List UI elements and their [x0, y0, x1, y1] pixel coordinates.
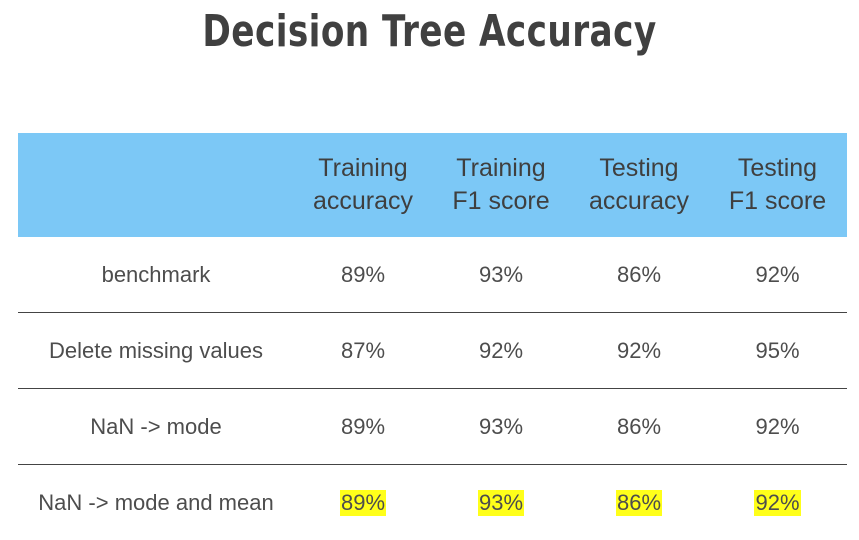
table-row: Delete missing values 87% 92% 92% 95%: [18, 313, 847, 389]
table-cell: 93%: [432, 237, 570, 312]
table-cell: 92%: [570, 313, 708, 388]
header-cell-testing-f1: Testing F1 score: [728, 154, 827, 215]
header-cell-training-f1: Training F1 score: [452, 154, 550, 215]
cell-value: 89%: [339, 489, 387, 516]
table-cell: 95%: [708, 313, 847, 388]
table-cell: 92%: [432, 313, 570, 388]
row-label: NaN -> mode and mean: [38, 489, 274, 515]
page-title: Decision Tree Accuracy: [202, 6, 657, 57]
row-label: NaN -> mode: [90, 413, 222, 439]
header-cell-testing-accuracy: Testing accuracy: [588, 154, 690, 215]
table-cell: 89%: [294, 237, 432, 312]
table-row: NaN -> mode 89% 93% 86% 92%: [18, 389, 847, 465]
table-cell: 86%: [570, 465, 708, 540]
table-cell: 87%: [294, 313, 432, 388]
cell-value: 92%: [754, 489, 801, 516]
header-cell-training-accuracy: Training accuracy: [312, 154, 414, 215]
cell-value: 95%: [755, 337, 800, 363]
results-table: Training accuracy Training F1 score Test…: [18, 133, 847, 540]
cell-value: 92%: [755, 413, 800, 439]
table-cell: 86%: [570, 389, 708, 464]
table-cell: 92%: [708, 465, 847, 540]
table-header: Training accuracy Training F1 score Test…: [18, 133, 847, 237]
table-cell: 93%: [432, 465, 570, 540]
table-cell: 89%: [294, 389, 432, 464]
row-label: benchmark: [101, 261, 211, 287]
table-body: benchmark 89% 93% 86% 92% Delete missing valu…: [18, 237, 847, 540]
table-cell: 92%: [708, 389, 847, 464]
table-cell: 93%: [432, 389, 570, 464]
cell-value: 89%: [340, 413, 386, 439]
cell-value: 92%: [478, 337, 524, 363]
cell-value: 92%: [755, 261, 800, 287]
cell-value: 93%: [478, 413, 524, 439]
cell-value: 86%: [615, 489, 663, 516]
table-cell: 92%: [708, 237, 847, 312]
table-row: benchmark 89% 93% 86% 92%: [18, 237, 847, 313]
cell-value: 86%: [616, 261, 662, 287]
table-row: NaN -> mode and mean 89% 93% 86% 92%: [18, 465, 847, 540]
row-label: Delete missing values: [49, 337, 263, 363]
table-cell: 86%: [570, 237, 708, 312]
cell-value: 89%: [340, 261, 386, 287]
cell-value: 86%: [616, 413, 662, 439]
cell-value: 92%: [616, 337, 662, 363]
table-cell: 89%: [294, 465, 432, 540]
cell-value: 93%: [477, 489, 525, 516]
cell-value: 93%: [478, 261, 524, 287]
header-cell-empty: [18, 133, 294, 237]
cell-value: 87%: [340, 337, 386, 363]
